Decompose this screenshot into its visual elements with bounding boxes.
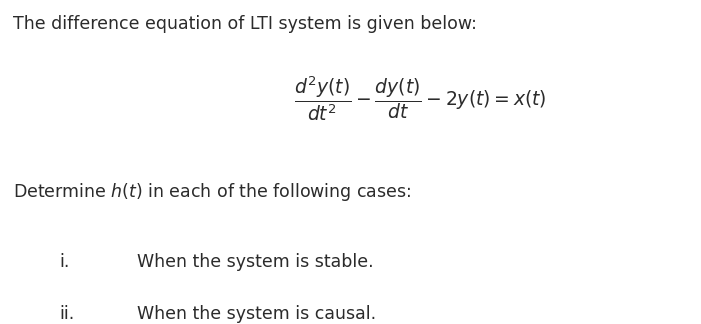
- Text: ii.: ii.: [60, 305, 75, 323]
- Text: When the system is causal.: When the system is causal.: [137, 305, 376, 323]
- Text: When the system is stable.: When the system is stable.: [137, 253, 374, 271]
- Text: i.: i.: [60, 253, 70, 271]
- Text: The difference equation of LTI system is given below:: The difference equation of LTI system is…: [13, 15, 477, 33]
- Text: $\dfrac{d^2y(t)}{dt^2} - \dfrac{dy(t)}{dt} - 2y(t) = x(t)$: $\dfrac{d^2y(t)}{dt^2} - \dfrac{dy(t)}{d…: [294, 75, 547, 123]
- Text: Determine $h(t)$ in each of the following cases:: Determine $h(t)$ in each of the followin…: [13, 181, 411, 203]
